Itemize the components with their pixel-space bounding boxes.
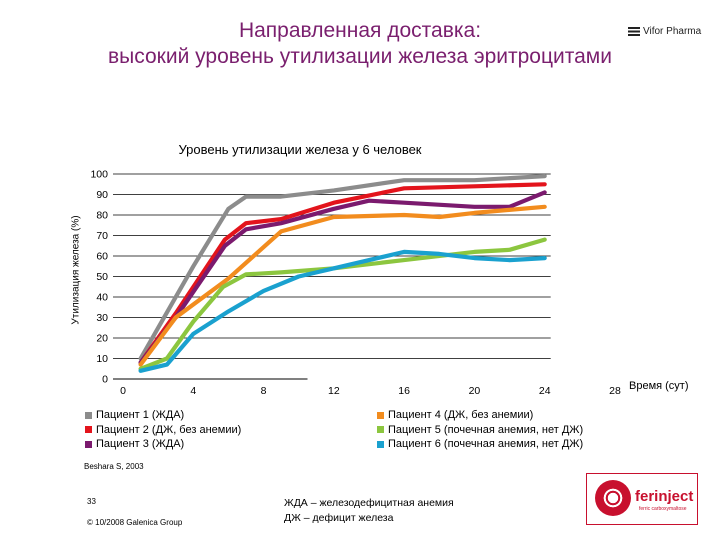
chart-title: Уровень утилизации железа у 6 человек <box>178 142 422 157</box>
legend-item-4: Пациент 4 (ДЖ, без анемии) <box>377 408 583 423</box>
y-tick-label: 60 <box>96 251 108 263</box>
y-tick-label: 0 <box>102 374 108 386</box>
x-tick-label: 16 <box>398 385 410 397</box>
legend-swatch <box>85 411 92 419</box>
brand-name: Vifor Pharma <box>643 26 702 37</box>
legend-label: Пациент 3 (ЖДА) <box>96 438 185 450</box>
legend-label: Пациент 4 (ДЖ, без анемии) <box>388 409 534 421</box>
y-tick-label: 20 <box>96 333 108 345</box>
source-citation: Beshara S, 2003 <box>84 462 144 471</box>
x-tick-label: 4 <box>190 385 196 397</box>
legend-label: Пациент 2 (ДЖ, без анемии) <box>96 423 242 436</box>
legend-item-1: Пациент 1 (ЖДА) <box>85 408 241 423</box>
vifor-logo-icon <box>628 27 640 36</box>
ferinject-logo: ferinject ferric carboxymaltose <box>586 473 698 525</box>
legend-item-2: Пациент 2 (ДЖ, без анемии) <box>85 423 241 438</box>
y-tick-label: 40 <box>96 292 108 304</box>
y-tick-label: 90 <box>96 189 108 201</box>
legend-swatch <box>377 440 384 448</box>
y-tick-label: 100 <box>90 169 108 181</box>
x-tick-label: 8 <box>261 385 267 397</box>
legend-label: Пациент 1 (ЖДА) <box>96 409 185 421</box>
y-tick-label: 80 <box>96 210 108 222</box>
tick-labels: 0 10 20 30 40 50 60 70 80 90 100 0 4 8 12 16 20 24 28 <box>90 169 621 398</box>
ferinject-emblem-icon <box>595 480 631 516</box>
legend-item-3: Пациент 3 (ЖДА) <box>85 437 241 452</box>
series-lines <box>138 174 547 373</box>
legend-swatch <box>85 440 92 448</box>
legend-label: Пациент 5 (почечная анемия, нет ДЖ) <box>388 423 584 436</box>
legend-label: Пациент 6 (почечная анемия, нет ДЖ) <box>388 438 584 450</box>
series-line-2 <box>138 182 547 365</box>
x-tick-label: 28 <box>609 385 621 397</box>
series-line-5 <box>138 237 547 371</box>
x-tick-label: 0 <box>120 385 126 397</box>
abbreviation-ida: ЖДА – железодефицитная анемия <box>284 497 454 509</box>
y-tick-label: 10 <box>96 353 108 365</box>
grid-lines <box>113 173 551 359</box>
y-tick-label: 30 <box>96 312 108 324</box>
y-tick-label: 70 <box>96 230 108 242</box>
legend-swatch <box>377 426 384 434</box>
abbreviations: ЖДА – железодефицитная анемия ДЖ – дефиц… <box>284 496 454 526</box>
x-tick-label: 24 <box>539 385 551 397</box>
legend-item-5: Пациент 5 (почечная анемия, нет ДЖ) <box>377 423 583 438</box>
copyright-text: © 10/2008 Galenica Group <box>87 518 183 527</box>
legend-right: Пациент 4 (ДЖ, без анемии) Пациент 5 (поч… <box>377 408 583 452</box>
series-line-3 <box>138 190 547 365</box>
series-line-6 <box>138 249 547 373</box>
legend-swatch <box>377 411 384 419</box>
legend-left: Пациент 1 (ЖДА) Пациент 2 (ДЖ, без анемии… <box>85 408 241 452</box>
abbreviation-id: ДЖ – дефицит железа <box>284 512 394 524</box>
legend-item-6: Пациент 6 (почечная анемия, нет ДЖ) <box>377 437 583 452</box>
x-axis-label: Время (сут) <box>629 380 689 392</box>
x-tick-label: 12 <box>328 385 340 397</box>
series-line-4 <box>138 204 547 367</box>
slide-title-line1: Направленная доставка: <box>238 19 482 42</box>
y-tick-label: 50 <box>96 271 108 283</box>
x-tick-label: 20 <box>469 385 481 397</box>
legend-swatch <box>85 426 92 434</box>
logo-text: ferinject <box>635 488 694 505</box>
slide-title-line2: высокий уровень утилизации железа эритро… <box>108 45 612 68</box>
brand-logo: Vifor Pharma <box>628 26 701 37</box>
logo-subtext: ferric carboxymaltose <box>639 506 687 512</box>
slide-number: 33 <box>87 497 96 506</box>
slide-title: Направленная доставка: высокий уровень у… <box>0 18 720 70</box>
series-line-1 <box>138 174 547 361</box>
